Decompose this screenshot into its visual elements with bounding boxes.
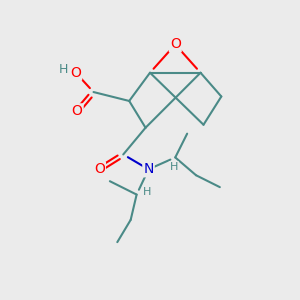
Text: H: H [143,187,151,196]
Text: H: H [58,63,68,76]
Text: N: N [143,162,154,176]
Text: O: O [170,38,181,52]
Text: H: H [169,162,178,172]
Text: O: O [72,104,83,118]
Text: O: O [94,162,105,176]
Text: O: O [70,66,81,80]
